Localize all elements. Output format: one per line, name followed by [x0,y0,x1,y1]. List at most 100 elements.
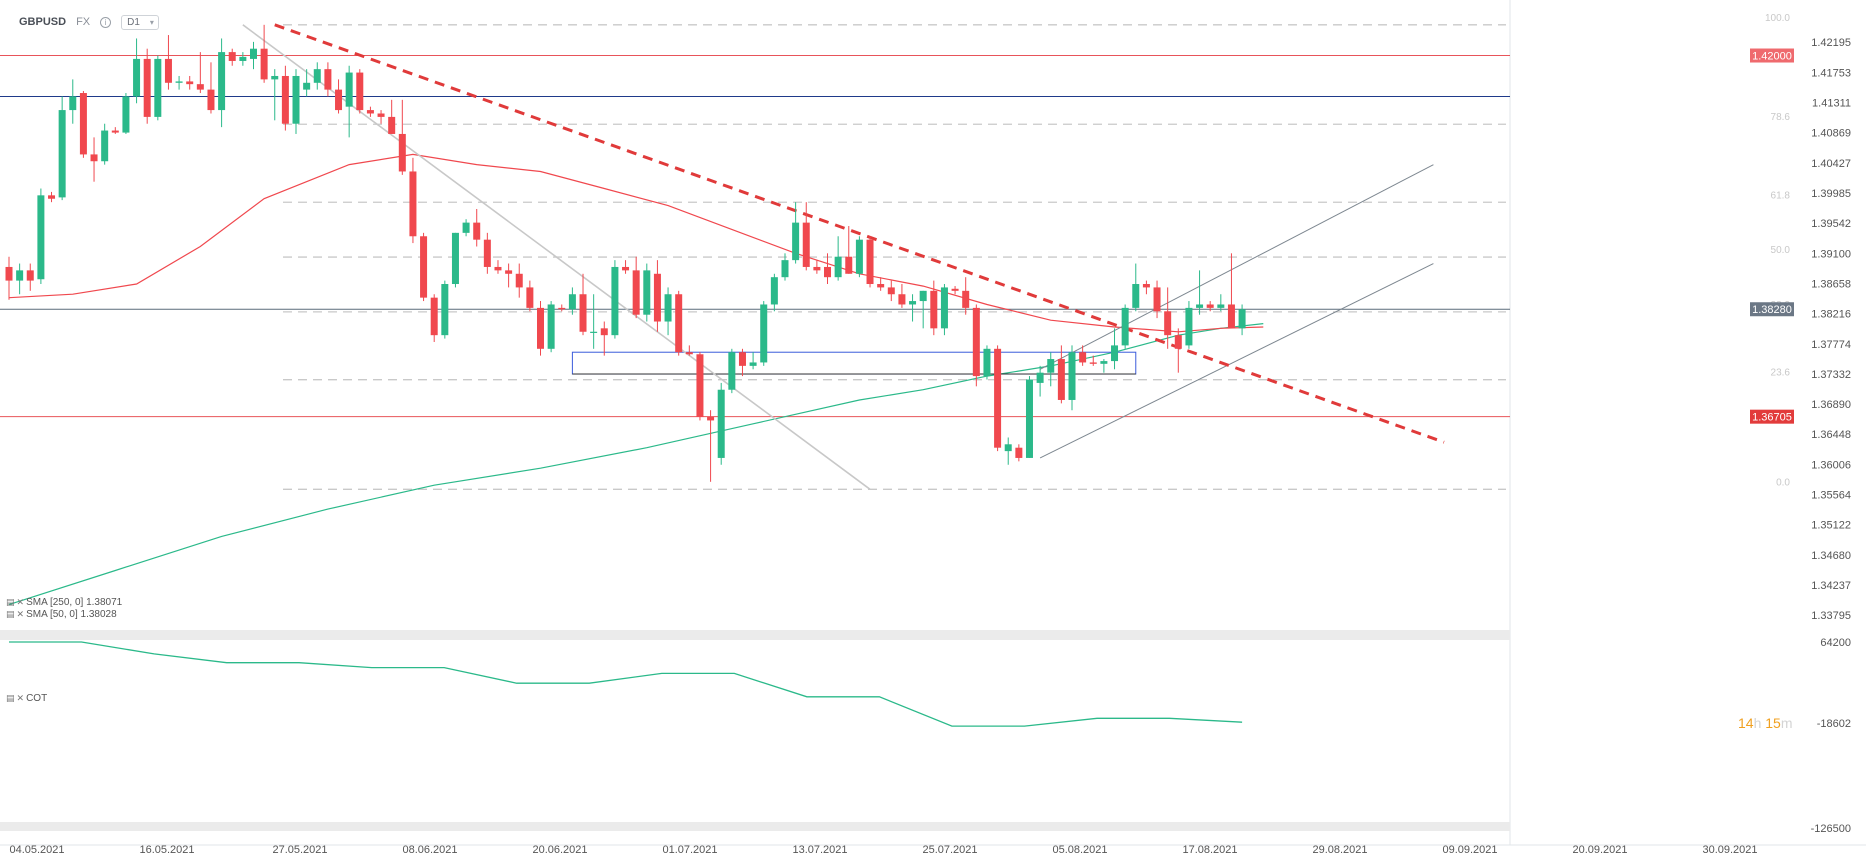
candle [388,99,396,134]
close-icon[interactable]: ✕ [16,597,25,607]
candle [58,96,66,201]
candle [313,62,321,90]
price-tick-label: 1.35564 [1811,489,1851,501]
price-label-text: 1.42000 [1752,51,1792,63]
candle [568,287,576,315]
candle [866,236,874,288]
candle-body [547,304,555,349]
candle-body [90,154,98,162]
chevron-down-icon: ▾ [149,17,154,27]
candle-body [855,239,863,274]
timer-h-unit: h [1753,715,1762,731]
candle-body [26,270,34,281]
candle-body [760,304,768,363]
close-icon[interactable]: ✕ [16,693,25,703]
legend-label: SMA [250, 0] 1.38071 [26,597,123,608]
fib-level-label: 100.0 [1765,13,1790,24]
candle [994,345,1002,452]
candle [48,191,56,203]
candle-body [175,81,183,83]
candle [111,127,119,134]
candle-body [5,266,13,281]
candle [887,280,895,302]
legend-label: COT [26,693,48,704]
candle [483,232,491,274]
channel-upper-line [1039,164,1434,370]
candle [175,75,183,90]
candle-body [1185,307,1193,346]
candle-body [834,256,842,278]
candle-body [611,266,619,336]
candle [5,256,13,300]
candle [398,99,406,175]
candle-body [887,287,895,295]
candle [855,236,863,278]
candle [473,208,481,247]
candle [558,304,566,312]
channel-lower-line [1039,263,1434,459]
candle-body [898,294,906,305]
candle-body [994,348,1002,448]
candle-body [1153,287,1161,312]
candle [249,41,257,70]
fib-level-label: 0.0 [1776,477,1790,488]
time-tick-label: 27.05.2021 [272,844,327,856]
candle [1227,253,1235,329]
candle [1238,304,1246,336]
candle [122,93,130,134]
candles [5,24,1246,482]
candle [1068,345,1076,411]
candle [1111,328,1119,370]
candle-body [79,93,87,155]
candle-body [962,290,970,308]
candle-body [728,352,736,390]
timeframe-select[interactable]: D1 ▾ [121,14,159,30]
fibonacci-levels: 100.078.661.850.038.223.60.0 [283,13,1791,490]
candle [877,277,885,291]
cot-zero-band [0,822,1510,831]
time-tick-label: 01.07.2021 [662,844,717,856]
candle [366,106,374,117]
candle [239,52,247,66]
candle [940,284,948,336]
candle-body [813,266,821,271]
candle-body [632,270,640,315]
close-icon[interactable]: ✕ [16,609,25,619]
legend-sma-50[interactable]: ▤ ✕ SMA [50, 0] 1.38028 [6,609,117,620]
candle [1174,328,1182,373]
fib-level-label: 61.8 [1771,190,1791,201]
candle-body [1047,359,1055,373]
legend-sma-250[interactable]: ▤ ✕ SMA [250, 0] 1.38071 [6,597,122,608]
candle [717,382,725,465]
candle [494,260,502,274]
price-tick-label: 1.38658 [1811,278,1851,290]
sma-50-line [8,153,1264,333]
candle [420,232,428,302]
candle-body [505,270,513,274]
candle-body [303,82,311,90]
settings-icon[interactable]: ▤ [6,597,15,607]
candle-body [1164,311,1172,336]
resistance-price-label: 1.42000 [1750,48,1794,63]
candle-body [1217,304,1225,308]
info-icon[interactable]: i [100,16,112,28]
candle [1142,280,1150,295]
candle [462,219,470,237]
candle-body [271,75,279,80]
time-tick-label: 25.07.2021 [922,844,977,856]
candle-body [600,328,608,336]
candle [186,75,194,90]
settings-icon[interactable]: ▤ [6,693,15,703]
fib-level-label: 50.0 [1771,245,1791,256]
candle [951,286,959,295]
symbol-name[interactable]: GBPUSD [19,16,67,28]
settings-icon[interactable]: ▤ [6,609,15,619]
pane-divider [0,630,1510,640]
price-tick-label: 1.39985 [1811,188,1851,200]
candle-body [122,96,130,133]
price-tick-label: 1.38216 [1811,309,1851,321]
legend-cot[interactable]: ▤ ✕ COT [6,693,47,704]
candle-body [196,84,204,90]
candle [133,38,141,104]
